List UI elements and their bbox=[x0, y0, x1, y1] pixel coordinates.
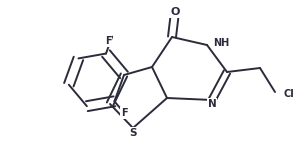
Text: Cl: Cl bbox=[283, 89, 294, 99]
Text: N: N bbox=[207, 99, 216, 109]
Text: F: F bbox=[121, 108, 127, 118]
Text: NH: NH bbox=[213, 38, 229, 48]
Text: S: S bbox=[129, 128, 137, 138]
Text: O: O bbox=[170, 7, 180, 17]
Text: F: F bbox=[105, 36, 112, 46]
